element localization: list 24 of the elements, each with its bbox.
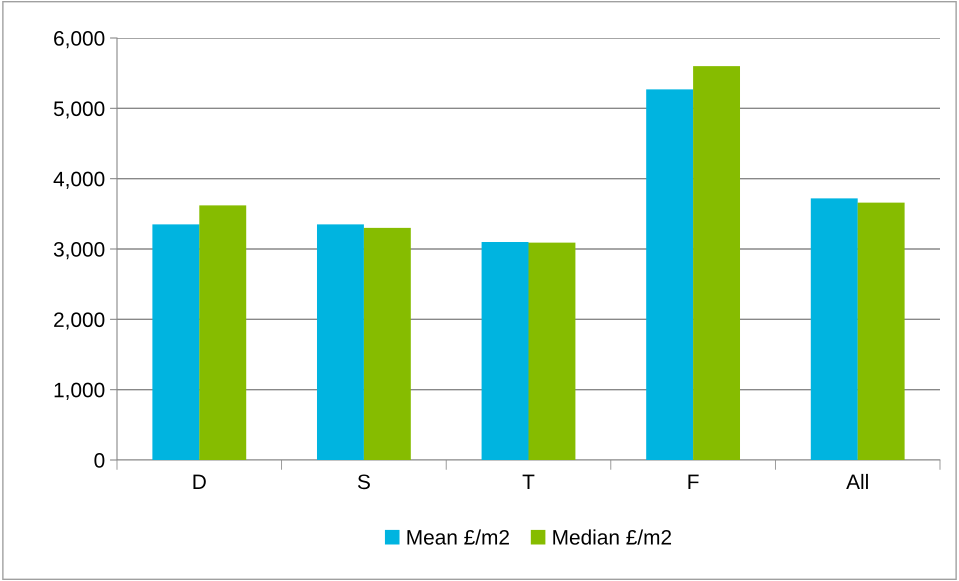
bar xyxy=(810,198,858,460)
y-tick-label: 4,000 xyxy=(54,172,104,189)
bar xyxy=(646,89,694,460)
x-tick-label: T xyxy=(522,474,534,489)
bar xyxy=(199,205,246,460)
bar xyxy=(693,66,740,460)
y-tick-label: 3,000 xyxy=(54,242,104,260)
x-tick-label: All xyxy=(846,474,868,489)
x-tick-label: S xyxy=(358,474,370,490)
y-tick-label: 6,000 xyxy=(54,31,104,48)
bar xyxy=(316,224,364,460)
y-tick-label: 5,000 xyxy=(54,101,104,119)
bar xyxy=(858,202,905,460)
bar xyxy=(364,228,411,460)
bar xyxy=(528,242,576,460)
legend-label: Mean £/m2 xyxy=(407,529,509,545)
bar xyxy=(152,224,200,460)
x-tick-label: F xyxy=(688,474,699,489)
y-tick-label: 0 xyxy=(94,453,104,468)
x-tick-label: D xyxy=(193,474,206,489)
y-tick-label: 1,000 xyxy=(54,382,104,400)
bar xyxy=(482,242,528,460)
y-tick-label: 2,000 xyxy=(54,312,104,330)
legend-label: Median £/m2 xyxy=(553,529,672,545)
